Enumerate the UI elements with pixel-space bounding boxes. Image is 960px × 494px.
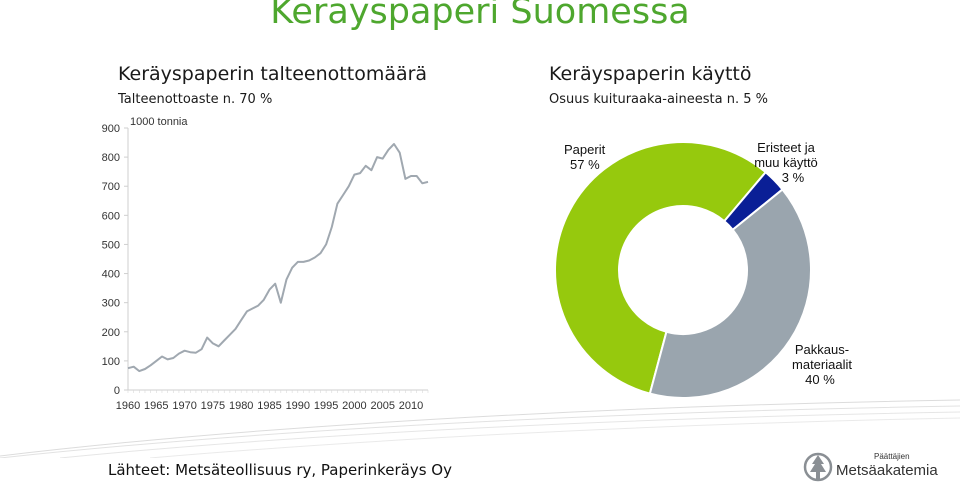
page-title: Keräyspaperi Suomessa [270,0,690,32]
left-panel-heading: Keräyspaperin talteenottomäärä [118,63,428,85]
metsaakatemia-logo: Päättäjien Metsäakatemia [803,452,938,482]
slice-label: muu käyttö [754,155,818,170]
sources-text: Lähteet: Metsäteollisuus ry, Paperinkerä… [108,461,452,479]
slice-label: Eristeet ja [757,140,816,155]
logo-name: Metsäakatemia [836,462,938,479]
x-tick-label: 1970 [172,400,196,412]
x-tick-label: 2000 [342,400,366,412]
donut-slice [554,141,768,395]
series-line [127,143,429,373]
slice-value-label: 3 % [782,170,805,185]
decorative-waves [0,399,960,458]
x-tick-label: 1985 [257,400,281,412]
y-tick-label: 900 [102,123,120,135]
y-tick-label: 600 [102,210,120,222]
right-panel-note: Osuus kuituraaka-aineesta n. 5 % [549,92,768,107]
tree-icon [803,452,833,482]
slice-value-label: 57 % [570,157,600,172]
x-tick-label: 1960 [116,400,140,412]
y-tick-label: 200 [102,327,120,339]
y-tick-label: 300 [102,298,120,310]
x-tick-label: 2005 [370,400,394,412]
unit-label: 1000 tonnia [130,116,188,128]
right-panel-heading: Keräyspaperin käyttö [549,63,752,85]
x-tick-label: 1980 [229,400,253,412]
y-tick-label: 400 [102,269,120,281]
slice-label: Paperit [564,142,606,157]
x-tick-label: 1965 [144,400,168,412]
x-tick-label: 2010 [399,400,423,412]
x-tick-label: 1975 [201,400,225,412]
donut-slice [648,188,812,399]
y-tick-label: 0 [114,385,120,397]
y-tick-label: 500 [102,239,120,251]
slice-value-label: 40 % [805,372,835,387]
y-tick-label: 800 [102,152,120,164]
y-tick-label: 700 [102,181,120,193]
slice-label: Pakkaus- [795,342,849,357]
y-tick-label: 100 [102,356,120,368]
x-tick-label: 1990 [286,400,310,412]
left-panel-note: Talteenottoaste n. 70 % [118,92,273,107]
x-tick-label: 1995 [314,400,338,412]
line-chart: 0 100 200 300 400 500 600 700 800 900 1960 1965 1970… [102,116,429,412]
logo-tagline: Päättäjien [874,452,910,461]
slice-label: materiaalit [792,357,852,372]
